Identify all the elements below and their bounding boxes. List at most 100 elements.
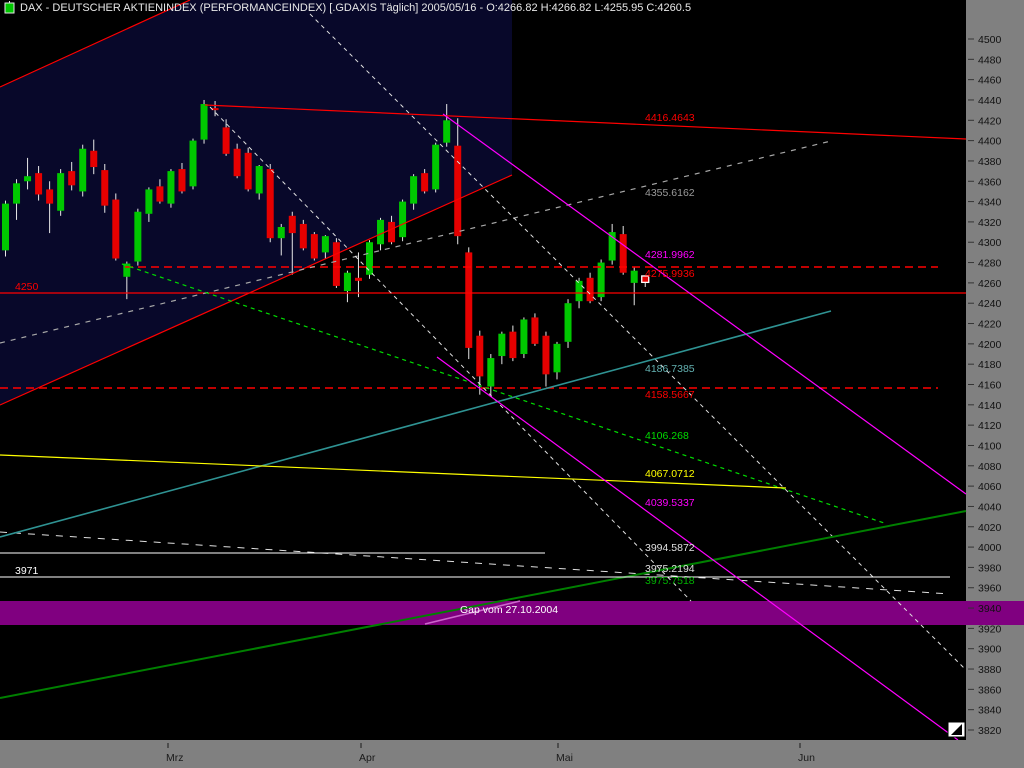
- candle: [46, 189, 54, 204]
- gap-band-label: Gap vom 27.10.2004: [460, 604, 558, 616]
- candle: [101, 170, 109, 206]
- candle: [454, 145, 462, 237]
- line-value-label: 4275.9936: [645, 268, 695, 280]
- candle: [487, 358, 495, 387]
- candle: [266, 169, 274, 239]
- line-value-label: 4067.0712: [645, 468, 695, 480]
- candle: [200, 104, 208, 140]
- line-value-label: 4158.5667: [645, 389, 695, 401]
- y-axis-label: 4180: [978, 359, 1002, 371]
- trendline-resistance-4416-red: [204, 104, 967, 140]
- y-axis-label: 4320: [978, 217, 1002, 229]
- title-bar: DAX - DEUTSCHER AKTIENINDEX (PERFORMANCE…: [4, 1, 691, 14]
- month-label: Mrz: [166, 752, 184, 764]
- candlestick-logo-icon: [4, 2, 15, 14]
- candle: [57, 173, 65, 211]
- candle: [288, 215, 296, 234]
- y-axis-label: 3820: [978, 725, 1002, 737]
- candle: [123, 263, 131, 277]
- candle-last-selected: [641, 275, 650, 284]
- y-axis-label: 4500: [978, 34, 1002, 46]
- y-axis-label: 4400: [978, 136, 1002, 148]
- line-value-label: 3975.7518: [645, 575, 695, 587]
- y-axis-label: 3860: [978, 684, 1002, 696]
- candle: [586, 277, 594, 302]
- line-value-label: 3975.2194: [645, 563, 695, 575]
- candle: [354, 277, 362, 281]
- candle: [575, 280, 583, 302]
- trendline-magenta-fall-upper: [442, 113, 967, 495]
- price-label-4250: 4250: [15, 281, 39, 293]
- candle: [112, 199, 120, 259]
- line-value-label: 3994.5872: [645, 542, 695, 554]
- candle: [498, 333, 506, 357]
- y-axis-label: 3840: [978, 705, 1002, 717]
- candle: [365, 242, 373, 275]
- y-axis-label: 3880: [978, 664, 1002, 676]
- candle: [531, 317, 539, 344]
- candle: [244, 152, 252, 190]
- candle: [597, 262, 605, 298]
- trendline-white-dashed-shallow: [0, 531, 951, 595]
- y-axis-label: 4200: [978, 339, 1002, 351]
- candle: [421, 173, 429, 192]
- y-axis-label: 4100: [978, 440, 1002, 452]
- candle: [630, 270, 638, 283]
- y-axis-label: 4440: [978, 95, 1002, 107]
- regression-channel-area: [0, 0, 512, 405]
- y-axis-label: 4260: [978, 278, 1002, 290]
- chart-corner-cursor-button[interactable]: [947, 721, 966, 738]
- candle: [24, 176, 32, 182]
- candle: [465, 252, 473, 348]
- line-value-label: 4281.9962: [645, 249, 695, 261]
- axes-layer: 4500 4480 4460 4440 4420 4400 4380 4360 4340 4320…: [0, 34, 1024, 768]
- trendline-channel-upper-red: [0, 0, 191, 88]
- candle: [255, 166, 263, 194]
- candle: [553, 343, 561, 373]
- y-axis-label: 3900: [978, 644, 1002, 656]
- candle: [211, 108, 219, 111]
- candle: [189, 140, 197, 187]
- line-value-label: 4416.4643: [645, 112, 695, 124]
- x-axis-bar: [0, 740, 1024, 768]
- trendline-white-dashed-steep-2: [309, 13, 966, 670]
- candle: [299, 223, 307, 249]
- candle: [35, 173, 43, 195]
- trendlines-layer: [0, 0, 967, 741]
- candle: [178, 169, 186, 192]
- y-axis-label: 4280: [978, 258, 1002, 270]
- y-axis-label: 3940: [978, 603, 1002, 615]
- candle: [68, 171, 76, 186]
- trendline-channel-lower-red: [0, 174, 513, 406]
- y-axis-label: 4140: [978, 400, 1002, 412]
- candle: [79, 148, 87, 192]
- gap-band: [0, 601, 1024, 625]
- candle: [432, 144, 440, 190]
- trendline-magenta-fall-lower: [436, 356, 959, 741]
- trendline-darkgreen-rising: [0, 510, 967, 699]
- candle: [619, 234, 627, 273]
- line-value-label: 4186.7385: [645, 363, 695, 375]
- y-axis-label: 4300: [978, 237, 1002, 249]
- y-axis-label: 3960: [978, 583, 1002, 595]
- candle: [321, 236, 329, 253]
- candle: [399, 201, 407, 238]
- candle: [156, 186, 164, 202]
- trendline-white-dashed-steep-1: [209, 106, 692, 602]
- candle: [343, 272, 351, 292]
- candle: [509, 331, 517, 359]
- candle: [388, 221, 396, 243]
- candle: [332, 242, 340, 286]
- candle: [134, 211, 142, 262]
- y-axis-label: 4340: [978, 197, 1002, 209]
- y-axis-label: 4080: [978, 461, 1002, 473]
- line-value-label: 4355.6162: [645, 187, 695, 199]
- y-axis-label: 4060: [978, 481, 1002, 493]
- y-axis-label: 4240: [978, 298, 1002, 310]
- y-axis-label: 4420: [978, 115, 1002, 127]
- y-axis-label: 4120: [978, 420, 1002, 432]
- y-axis-label: 4220: [978, 319, 1002, 331]
- y-axis-label: 3920: [978, 623, 1002, 635]
